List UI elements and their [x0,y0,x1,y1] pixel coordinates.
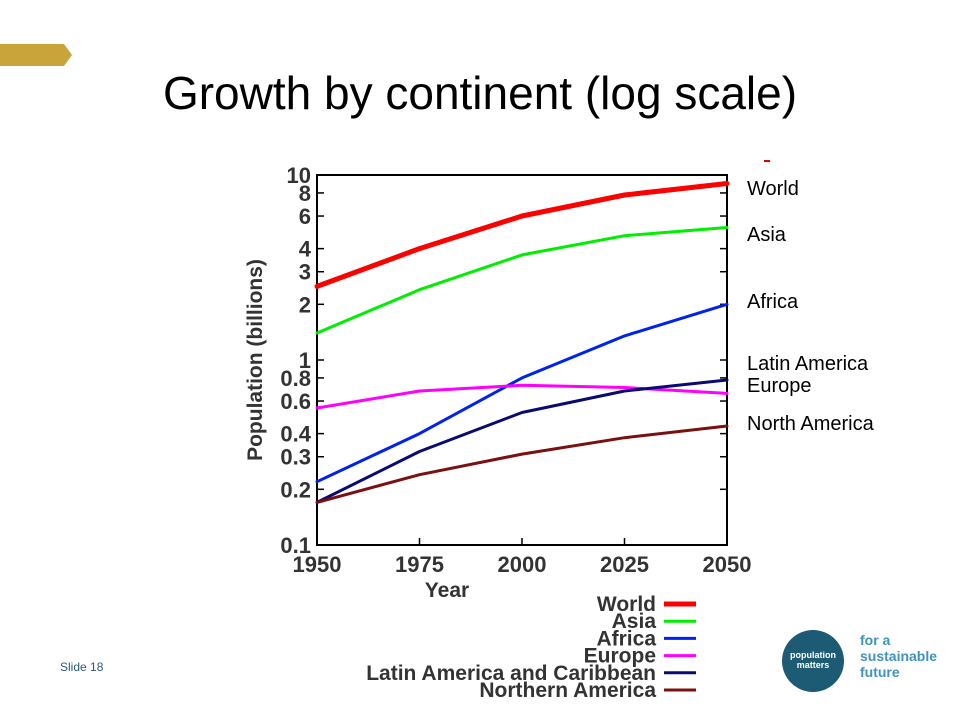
y-tick-label: 4 [299,237,312,262]
x-axis-label: Year [425,579,469,602]
side-label-asia: Asia [747,224,786,246]
slide-title: Growth by continent (log scale) [162,67,798,119]
series-line-africa [315,302,729,484]
legend-label: Asia [612,610,657,633]
series-line-northern-america [315,424,729,504]
y-tick-label: 0.4 [280,422,311,447]
slide-number: Slide 18 [60,660,104,674]
series-line-asia [315,226,729,335]
side-label-world: World [747,178,799,200]
logo-line-2: matters [796,660,830,670]
chart-background [238,150,764,708]
y-tick-label: 0.8 [280,366,311,391]
series-line-latin-america-and-caribbean [315,378,729,504]
y-tick-label: 10 [287,163,311,188]
series-lines [314,181,730,504]
tagline-line: for a [860,632,891,648]
logo-line-1: population [790,650,836,661]
y-tick-label: 3 [299,260,311,285]
side-label-latin-america: Latin America [747,353,869,375]
y-tick-label: 1 [299,348,311,373]
x-tick-label: 2025 [600,552,649,577]
y-tick-label: 0.6 [280,389,311,414]
title-accent-tab [0,44,72,66]
x-tick-label: 1950 [293,552,342,577]
side-label-africa: Africa [747,291,799,313]
y-tick-label: 0.3 [280,445,311,470]
tagline: for a sustainable future [860,632,955,680]
series-line-world [314,181,730,289]
y-tick-label: 2 [299,292,311,317]
tagline-line: future [860,664,900,681]
x-tick-label: 1975 [395,552,444,577]
side-label-europe: Europe [747,375,812,397]
x-axis-ticks: 1950 1975 2000 2025 2050 [293,538,752,577]
legend-label: Europe [584,645,656,668]
y-axis-label: Population (billions) [244,259,267,461]
y-tick-label: 6 [299,204,311,229]
legend-label: Africa [596,627,656,650]
y-tick-label: 0.2 [280,477,311,502]
legend-label: Northern America [479,679,656,702]
series-line-europe [315,383,729,410]
population-matters-logo: population matters [782,630,844,692]
x-tick-label: 2000 [498,552,547,577]
x-tick-label: 2050 [703,552,752,577]
legend-label: Latin America and Caribbean [366,662,656,685]
y-tick-label: 8 [299,181,311,206]
side-label-north-america: North America [747,413,874,435]
y-tick-label: 0.1 [280,533,311,558]
red-marker [764,160,770,162]
tagline-line: sustainable [860,648,938,665]
legend-label: World [597,593,656,616]
